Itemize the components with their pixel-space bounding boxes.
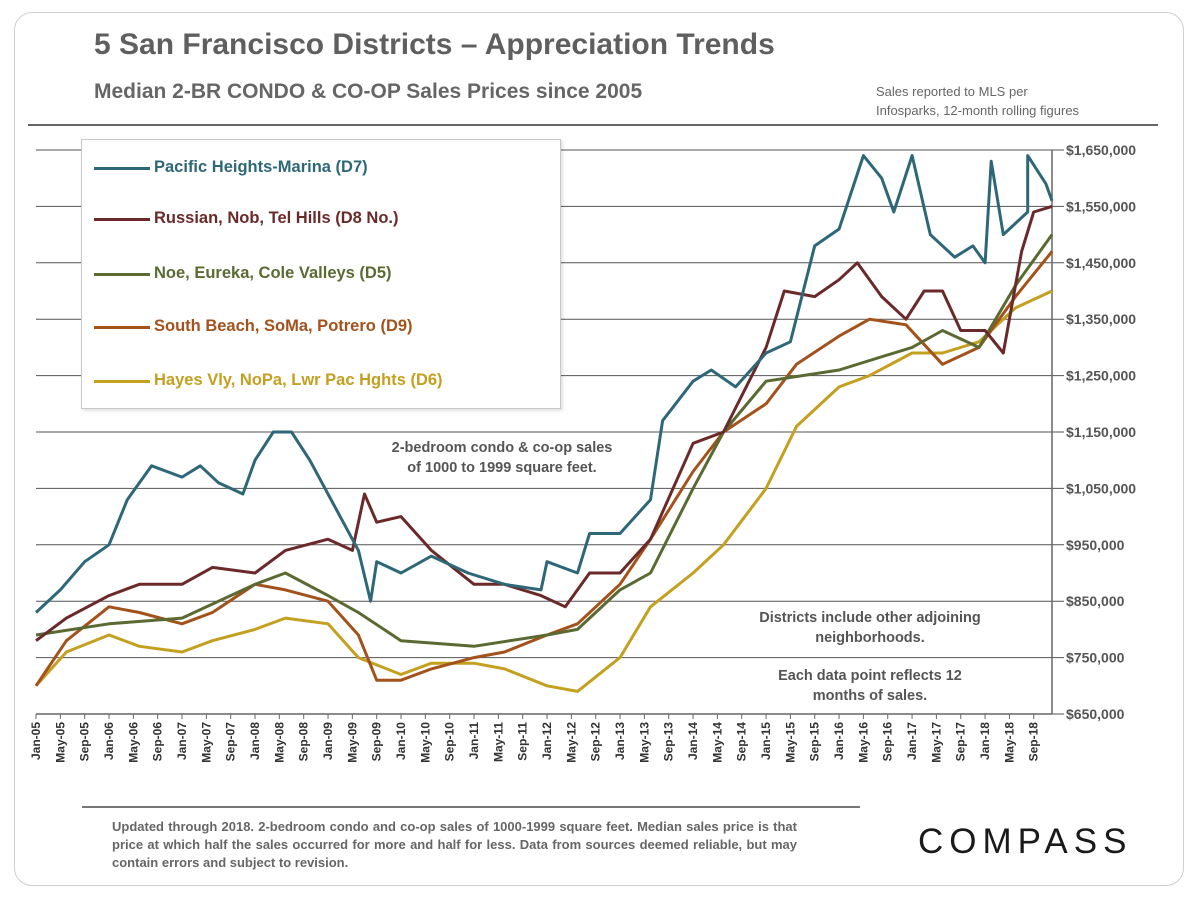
x-tick-label: May-12 (564, 722, 578, 763)
x-tick-label: Jan-13 (613, 722, 627, 760)
x-tick-label: Sep-09 (370, 722, 384, 762)
y-tick-label: $850,000 (1066, 593, 1125, 609)
datapoint-annotation: Each data point reflects 12 months of sa… (730, 666, 1010, 706)
x-tick-label: May-08 (272, 722, 286, 763)
x-tick-label: May-16 (856, 722, 870, 763)
x-tick-label: Jan-18 (978, 722, 992, 760)
y-tick-label: $1,250,000 (1066, 368, 1136, 384)
x-tick-label: Jan-06 (102, 722, 116, 760)
x-tick-label: Sep-16 (881, 722, 895, 762)
legend-label-d5: Noe, Eureka, Cole Valleys (D5) (154, 264, 392, 282)
x-tick-label: Sep-18 (1027, 722, 1041, 762)
slide-frame (14, 12, 1184, 886)
x-tick-label: Jan-09 (321, 722, 335, 760)
series-line-1 (35, 204, 1053, 642)
legend-label-d6: Hayes Vly, NoPa, Lwr Pac Hghts (D6) (154, 371, 443, 389)
datapoint-annotation-line-1: Each data point reflects 12 (778, 668, 962, 684)
x-tick-label: May-06 (126, 722, 140, 763)
x-tick-label: Jan-07 (175, 722, 189, 760)
x-tick-label: Sep-11 (516, 722, 530, 761)
x-tick-label: Jan-12 (540, 722, 554, 760)
legend-item-d6: Hayes Vly, NoPa, Lwr Pac Hghts (D6) (82, 367, 552, 397)
x-tick-label: Sep-08 (297, 722, 311, 762)
x-tick-label: May-13 (637, 722, 651, 763)
chart-title: 5 San Francisco Districts – Appreciation… (94, 28, 775, 61)
y-tick-label: $750,000 (1066, 650, 1125, 666)
series-line-0 (34, 154, 1054, 614)
series-line-2 (35, 233, 1054, 648)
x-tick-label: May-15 (783, 722, 797, 763)
x-tick-label: May-11 (491, 722, 505, 762)
x-tick-label: Sep-15 (808, 722, 822, 762)
x-tick-label: Sep-12 (589, 722, 603, 762)
source-note: Sales reported to MLS per Infosparks, 12… (876, 82, 1156, 120)
series-line-3 (34, 250, 1054, 687)
x-tick-label: May-07 (199, 722, 213, 763)
legend-swatch-d5 (94, 273, 150, 276)
x-tick-label: May-09 (345, 722, 359, 763)
legend-item-d9: South Beach, SoMa, Potrero (D9) (82, 313, 552, 343)
legend-swatch-d9 (94, 326, 150, 329)
series-lines (34, 154, 1054, 693)
header-rule (28, 124, 1158, 126)
legend-item-d7: Pacific Heights-Marina (D7) (82, 154, 552, 184)
x-tick-label: Jan-05 (29, 722, 43, 760)
source-note-line-1: Sales reported to MLS per (876, 84, 1028, 99)
size-annotation: 2-bedroom condo & co-op sales of 1000 to… (352, 438, 652, 478)
legend-label-d9: South Beach, SoMa, Potrero (D9) (154, 317, 413, 335)
footer-rule (82, 806, 860, 808)
x-tick-label: May-14 (710, 722, 724, 763)
x-tick-label: Sep-10 (443, 722, 457, 762)
x-tick-label: May-18 (1002, 722, 1016, 763)
legend-swatch-d6 (94, 380, 150, 383)
district-annotation-line-1: Districts include other adjoining (759, 610, 981, 626)
y-tick-label: $1,450,000 (1066, 255, 1136, 271)
source-note-line-2: Infosparks, 12-month rolling figures (876, 103, 1080, 118)
x-tick-label: Jan-15 (759, 722, 773, 760)
x-tick-label: May-10 (418, 722, 432, 763)
legend-item-d5: Noe, Eureka, Cole Valleys (D5) (82, 260, 552, 290)
x-tick-label: Jan-16 (832, 722, 846, 760)
x-tick-labels: Jan-05 May-05 Sep-05 Jan-06 May-06 Sep-06 Jan-… (29, 722, 1041, 763)
x-tick-label: Jan-14 (686, 722, 700, 760)
chart-legend: Pacific Heights-Marina (D7) Russian, Nob… (81, 139, 561, 409)
x-tick-label: May-17 (929, 722, 943, 763)
y-tick-label: $1,550,000 (1066, 198, 1136, 214)
legend-label-d7: Pacific Heights-Marina (D7) (154, 158, 368, 176)
legend-label-d8: Russian, Nob, Tel Hills (D8 No.) (154, 209, 399, 227)
y-tick-label: $650,000 (1066, 706, 1125, 722)
size-annotation-line-2: of 1000 to 1999 square feet. (407, 460, 597, 476)
y-tick-label: $950,000 (1066, 537, 1125, 553)
datapoint-annotation-line-2: months of sales. (812, 688, 928, 704)
chart-subtitle: Median 2-BR CONDO & CO-OP Sales Prices s… (94, 80, 643, 103)
x-tick-label: Sep-17 (954, 722, 968, 762)
y-tick-label: $1,650,000 (1066, 142, 1136, 158)
x-tick-label: Jan-11 (467, 722, 481, 760)
x-tick-label: Sep-06 (151, 722, 165, 762)
compass-logo: COMPASS (918, 822, 1133, 861)
x-tick-label: Sep-14 (735, 722, 749, 762)
x-tick-label: Sep-07 (224, 722, 238, 762)
y-tick-label: $1,150,000 (1066, 424, 1136, 440)
district-annotation-line-2: neighborhoods. (815, 630, 925, 646)
y-tick-label: $1,350,000 (1066, 311, 1136, 327)
x-tick-label: Jan-17 (905, 722, 919, 760)
axes (35, 150, 1053, 719)
legend-swatch-d8 (94, 218, 150, 221)
series-line-4 (34, 289, 1053, 693)
x-tick-label: May-05 (53, 722, 67, 763)
y-tick-label: $1,050,000 (1066, 480, 1136, 496)
district-annotation: Districts include other adjoining neighb… (700, 608, 1040, 648)
x-tick-label: Sep-05 (78, 722, 92, 762)
y-tick-labels: $650,000 $750,000 $850,000 $950,000 $1,050,0… (1066, 142, 1136, 722)
x-tick-label: Sep-13 (662, 722, 676, 762)
legend-item-d8: Russian, Nob, Tel Hills (D8 No.) (82, 205, 552, 235)
size-annotation-line-1: 2-bedroom condo & co-op sales (391, 440, 613, 456)
x-tick-label: Jan-10 (394, 722, 408, 760)
footnote: Updated through 2018. 2-bedroom condo an… (112, 819, 797, 870)
legend-swatch-d7 (94, 167, 150, 170)
x-tick-label: Jan-08 (248, 722, 262, 760)
